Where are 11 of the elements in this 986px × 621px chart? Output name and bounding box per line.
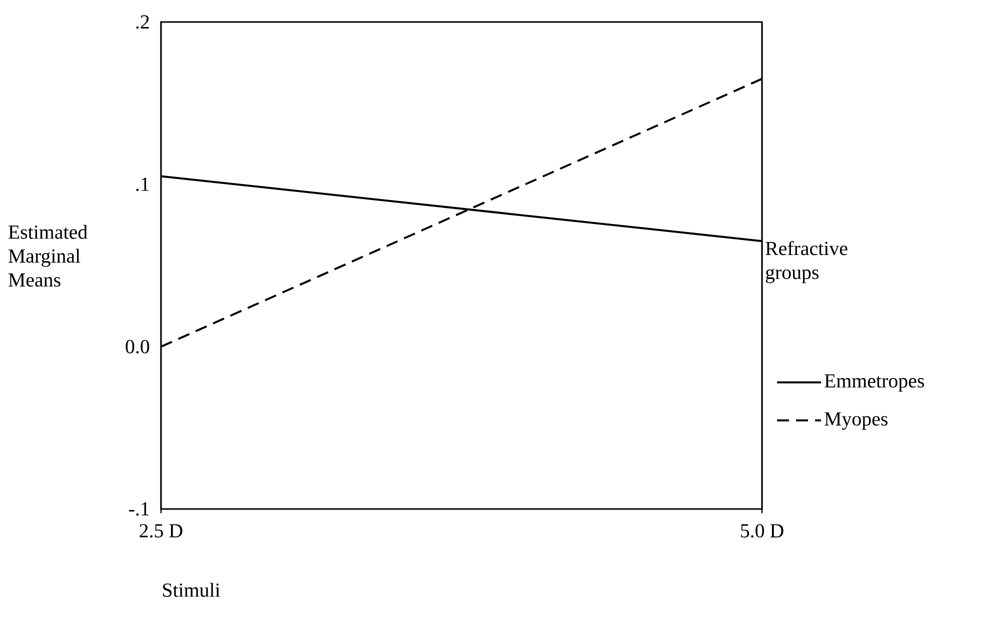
- legend-label: Emmetropes: [824, 374, 924, 392]
- x-tick-label: 5.0 D: [741, 524, 784, 538]
- y-axis-title: Estimated Marginal Means: [8, 224, 88, 287]
- legend-title: Refractive groups: [766, 240, 848, 284]
- y-tick-label: 0.0: [126, 340, 150, 354]
- y-tick-label: .1: [136, 178, 149, 192]
- x-axis-title: Stimuli: [163, 582, 220, 597]
- x-tick-label: 2.5 D: [140, 524, 182, 538]
- y-tick-label: .2: [136, 15, 149, 29]
- y-tick-label: -.1: [129, 502, 149, 516]
- legend-label: Myopes: [824, 412, 888, 430]
